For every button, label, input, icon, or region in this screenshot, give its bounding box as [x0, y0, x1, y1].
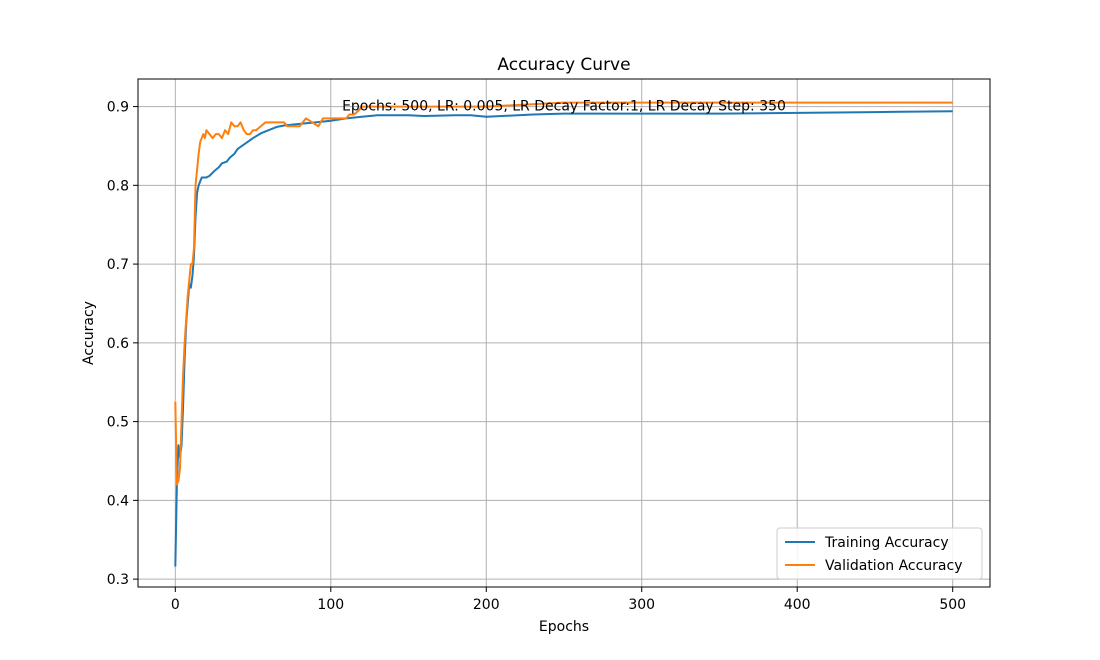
- series-line-validation: [174, 101, 953, 486]
- x-tick-label: 500: [939, 597, 966, 613]
- chart-annotation: Epochs: 500, LR: 0.005, LR Decay Factor:…: [342, 99, 786, 115]
- x-tick-label: 400: [784, 597, 811, 613]
- y-tick-label: 0.4: [107, 493, 129, 509]
- y-axis-label: Accuracy: [81, 301, 97, 365]
- y-tick-label: 0.6: [107, 336, 129, 352]
- x-tick-label: 100: [317, 597, 344, 613]
- series-lines: [174, 101, 953, 567]
- chart-title: Accuracy Curve: [497, 55, 630, 75]
- x-axis-label: Epochs: [539, 619, 589, 635]
- plot-frame: [137, 78, 991, 588]
- y-tick-label: 0.7: [107, 257, 129, 273]
- y-tick-label: 0.9: [107, 100, 129, 116]
- legend: Training Accuracy Validation Accuracy: [776, 527, 983, 580]
- grid: [138, 79, 990, 587]
- x-tick-label: 300: [628, 597, 655, 613]
- legend-label: Training Accuracy: [824, 535, 949, 551]
- axis-ticks: 0 100 200 300 400 500 0.3 0.4 0.5 0.6 0.7 0.8 0.9: [107, 100, 966, 613]
- y-tick-label: 0.8: [107, 178, 129, 194]
- x-tick-label: 0: [171, 597, 180, 613]
- legend-label: Validation Accuracy: [825, 558, 963, 574]
- y-tick-label: 0.3: [107, 572, 129, 588]
- y-tick-label: 0.5: [107, 415, 129, 431]
- x-tick-label: 200: [473, 597, 500, 613]
- legend-box: [776, 527, 983, 580]
- series-line-training: [174, 110, 953, 567]
